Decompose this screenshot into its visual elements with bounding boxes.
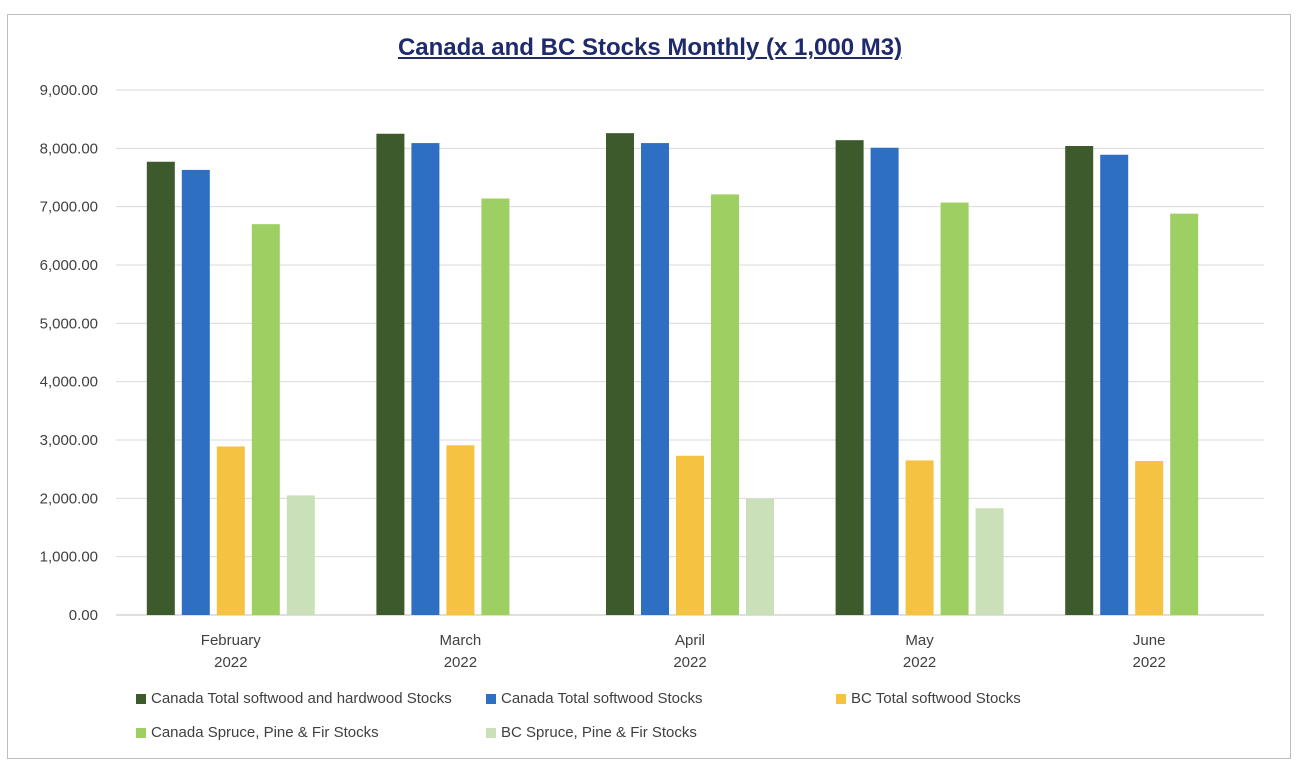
y-tick-label: 3,000.00	[40, 432, 98, 449]
legend-label: Canada Total softwood Stocks	[501, 690, 703, 707]
bar	[446, 445, 475, 615]
bar	[870, 147, 899, 615]
legend-label: BC Total softwood Stocks	[851, 690, 1021, 707]
legend-swatch	[136, 727, 146, 738]
y-tick-label: 4,000.00	[40, 374, 98, 391]
legend-swatch	[136, 693, 146, 704]
bar	[711, 194, 739, 615]
legend-label: BC Spruce, Pine & Fir Stocks	[501, 724, 697, 741]
bar	[746, 498, 774, 615]
bar	[286, 495, 315, 615]
bar	[481, 198, 510, 615]
y-tick-label: 2,000.00	[40, 490, 98, 507]
x-tick-label-month: May	[905, 632, 934, 649]
legend-label: Canada Spruce, Pine & Fir Stocks	[151, 724, 379, 741]
bar	[216, 446, 245, 615]
y-tick-label: 9,000.00	[40, 82, 98, 99]
x-tick-label-year: 2022	[1133, 654, 1166, 671]
bar	[940, 202, 969, 616]
bar	[1170, 213, 1199, 615]
bar	[641, 143, 669, 616]
bar	[835, 140, 864, 615]
legend-swatch	[486, 693, 496, 704]
bar	[376, 133, 405, 615]
x-tick-label-year: 2022	[673, 654, 706, 671]
bar	[1135, 461, 1164, 615]
legend-item: BC Spruce, Pine & Fir Stocks	[486, 724, 697, 741]
legend-item: Canada Total softwood and hardwood Stock…	[136, 690, 452, 707]
y-tick-label: 6,000.00	[40, 257, 98, 274]
y-tick-label: 0.00	[69, 607, 98, 624]
bars	[146, 133, 1199, 616]
x-tick-label-year: 2022	[214, 654, 247, 671]
bar	[251, 224, 280, 615]
bar	[411, 143, 440, 616]
legend-item: BC Total softwood Stocks	[836, 690, 1021, 707]
bar	[606, 133, 634, 615]
y-tick-label: 5,000.00	[40, 315, 98, 332]
y-axis-ticks: 0.00 1,000.00 2,000.00 3,000.00 4,000.00 5,00…	[40, 82, 98, 624]
x-tick-label-year: 2022	[444, 654, 477, 671]
x-tick-label-year: 2022	[903, 654, 936, 671]
x-tick-label-month: February	[201, 632, 262, 649]
y-tick-label: 7,000.00	[40, 199, 98, 216]
x-tick-label-month: June	[1133, 632, 1166, 649]
bar	[676, 455, 704, 615]
x-tick-label-month: March	[440, 632, 482, 649]
y-tick-label: 1,000.00	[40, 549, 98, 566]
legend-label: Canada Total softwood and hardwood Stock…	[151, 690, 452, 707]
chart-title: Canada and BC Stocks Monthly (x 1,000 M3…	[397, 34, 903, 61]
bar	[146, 161, 175, 615]
legend-item: Canada Total softwood Stocks	[486, 690, 703, 707]
legend-swatch	[486, 727, 496, 738]
bar	[905, 460, 934, 615]
bar	[1100, 154, 1129, 615]
x-tick-label-month: April	[675, 632, 705, 649]
legend-swatch	[836, 693, 846, 704]
y-tick-label: 8,000.00	[40, 140, 98, 157]
x-axis-labels: February 2022 March 2022 April 2022 May 2022 Jun…	[201, 632, 1166, 671]
bar	[1065, 146, 1094, 615]
legend-item: Canada Spruce, Pine & Fir Stocks	[136, 724, 379, 741]
bar	[181, 169, 210, 615]
bar	[975, 508, 1004, 615]
